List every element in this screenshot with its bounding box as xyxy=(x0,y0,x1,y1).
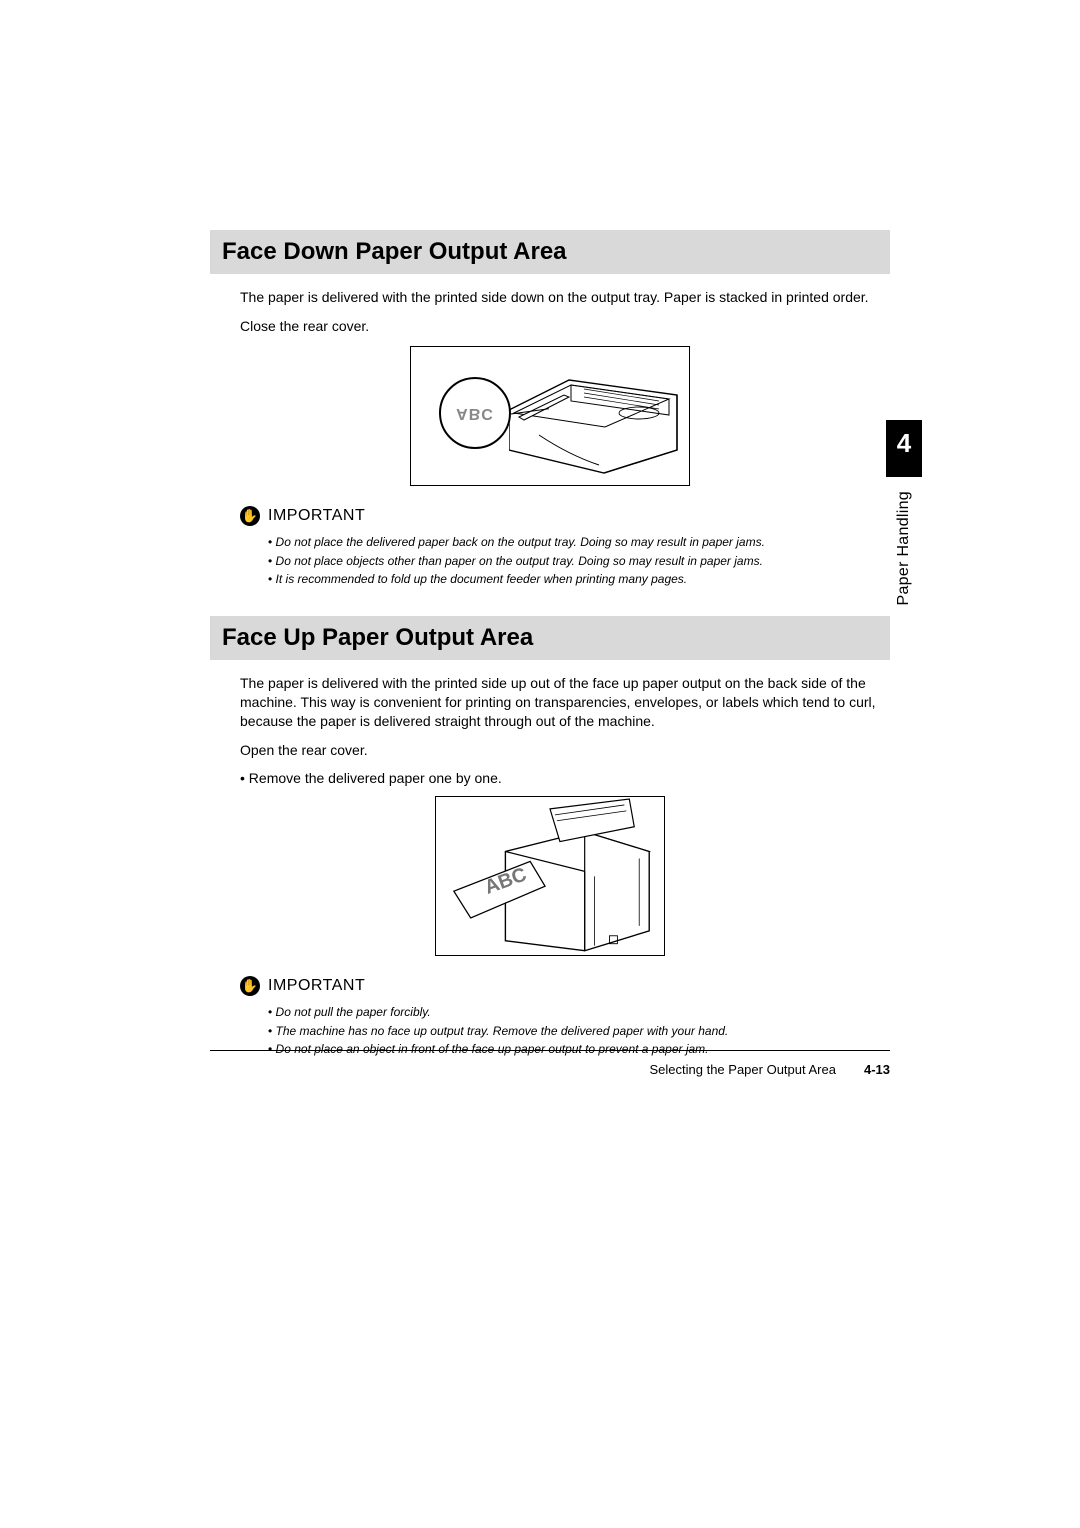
bullet-item: Do not place the delivered paper back on… xyxy=(268,534,890,551)
chapter-number: 4 xyxy=(886,420,922,477)
section2-para1: The paper is delivered with the printed … xyxy=(240,674,890,731)
page-content: Face Down Paper Output Area The paper is… xyxy=(210,230,890,1086)
section-heading-face-down: Face Down Paper Output Area xyxy=(210,230,890,274)
figure-face-down: ABC xyxy=(410,346,690,486)
chapter-tab: 4 Paper Handling xyxy=(886,420,922,606)
bullet-item: The machine has no face up output tray. … xyxy=(268,1023,890,1040)
figure-face-up: ABC xyxy=(435,796,665,956)
footer-rule xyxy=(210,1050,890,1051)
printer-rear-illustration: ABC xyxy=(436,797,664,956)
bullet-item: Do not place objects other than paper on… xyxy=(268,553,890,570)
important-bullets-1: Do not place the delivered paper back on… xyxy=(268,534,890,588)
hand-icon: ✋ xyxy=(240,976,260,996)
important-heading-2: ✋ IMPORTANT xyxy=(240,976,890,996)
hand-icon: ✋ xyxy=(240,506,260,526)
printer-illustration xyxy=(509,355,679,475)
section-heading-face-up: Face Up Paper Output Area xyxy=(210,616,890,660)
callout-abc-label: ABC xyxy=(456,404,494,422)
section1-para1: The paper is delivered with the printed … xyxy=(240,288,890,307)
important-label-1: IMPORTANT xyxy=(268,507,365,525)
footer-section-title: Selecting the Paper Output Area xyxy=(650,1062,836,1077)
callout-circle: ABC xyxy=(439,377,511,449)
footer-page-number: 4-13 xyxy=(864,1062,890,1077)
chapter-label: Paper Handling xyxy=(895,491,913,606)
important-heading-1: ✋ IMPORTANT xyxy=(240,506,890,526)
section2-para2: Open the rear cover. xyxy=(240,741,890,760)
bullet-item: It is recommended to fold up the documen… xyxy=(268,571,890,588)
bullet-item: Do not pull the paper forcibly. xyxy=(268,1004,890,1021)
section2-step1: Remove the delivered paper one by one. xyxy=(240,770,890,786)
section1-para2: Close the rear cover. xyxy=(240,317,890,336)
page-footer: Selecting the Paper Output Area 4-13 xyxy=(210,1062,890,1077)
important-label-2: IMPORTANT xyxy=(268,977,365,995)
